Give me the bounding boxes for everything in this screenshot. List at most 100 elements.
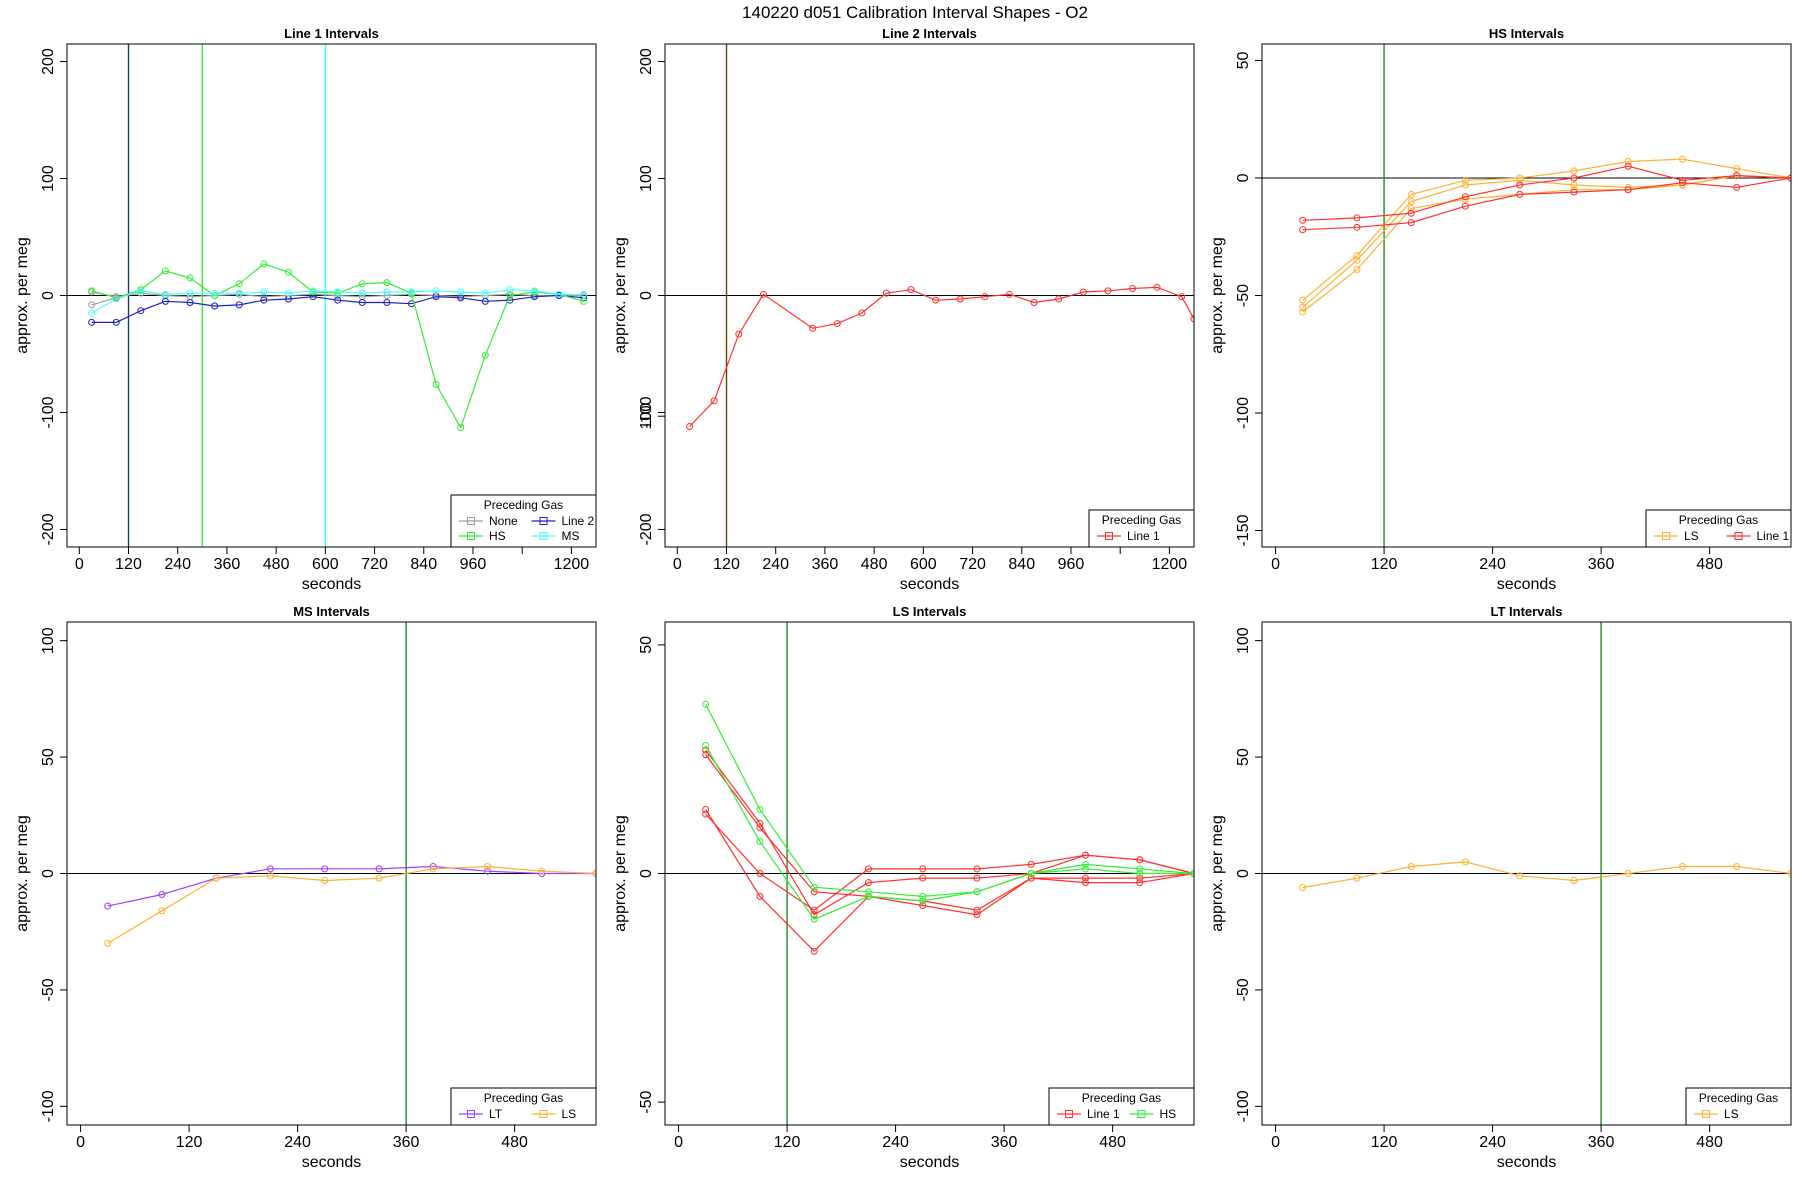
data-point (1081, 874, 1089, 882)
data-point (981, 293, 989, 301)
x-tick-label: 0 (673, 556, 682, 573)
data-point (235, 301, 243, 309)
data-point (756, 824, 764, 832)
y-tick-label: -50 (1235, 284, 1252, 307)
data-point (375, 874, 383, 882)
data-point (1407, 219, 1415, 227)
series-line (1302, 177, 1791, 231)
data-point (211, 289, 219, 297)
legend-title: Preceding Gas (1082, 1091, 1161, 1105)
data-point (555, 290, 563, 298)
legend: Preceding Gas LT LS (450, 1087, 597, 1126)
data-point (429, 865, 437, 873)
data-point (481, 297, 489, 305)
data-point (686, 423, 694, 431)
data-point (756, 892, 764, 900)
data-point (1570, 186, 1578, 194)
y-tick-label: -50 (1235, 978, 1252, 1001)
panel-title: Line 2 Intervals (882, 26, 977, 41)
data-point (1128, 284, 1136, 292)
data-point (1516, 181, 1524, 189)
data-point (973, 888, 981, 896)
data-point (810, 883, 818, 891)
data-point (973, 906, 981, 914)
x-axis-label: seconds (302, 1154, 362, 1171)
data-point (1407, 205, 1415, 213)
x-tick-label: 600 (910, 556, 937, 573)
data-point (756, 870, 764, 877)
data-point (919, 902, 927, 910)
data-point (538, 867, 546, 875)
x-tick-label: 360 (812, 556, 839, 573)
x-tick-label: 0 (1271, 1134, 1280, 1151)
y-tick-label: -200 (40, 513, 57, 545)
data-point (158, 907, 166, 915)
y-axis-label: approx. per meg (14, 237, 31, 354)
data-point (973, 874, 981, 882)
x-tick-label: 720 (959, 556, 986, 573)
legend-marker (539, 517, 548, 525)
legend-marker (539, 1110, 548, 1118)
panel-1: Line 1 Intervals 0 120 240 360 480 600 720 840 96… (14, 26, 597, 593)
data-point (1353, 256, 1361, 264)
data-point (538, 870, 546, 877)
y-tick-label: -50 (40, 978, 57, 1001)
panel-3: HS Intervals 0 120 240 360 480 seconds -150 -100… (1209, 26, 1792, 593)
x-tick-label: 120 (1371, 1134, 1398, 1151)
data-point (407, 288, 415, 296)
data-point (88, 301, 96, 309)
data-point (864, 865, 872, 873)
data-point (932, 296, 940, 304)
y-tick-label: 100 (638, 403, 655, 430)
x-tick-label: 480 (263, 556, 290, 573)
data-point (1624, 186, 1632, 194)
data-point (506, 286, 514, 294)
legend-marker (467, 517, 475, 525)
x-tick-label: 240 (164, 556, 191, 573)
legend-entry: LS (1724, 1107, 1739, 1121)
data-point (864, 892, 872, 900)
data-point (1136, 874, 1144, 882)
legend-entry: LT (489, 1107, 503, 1121)
data-point (161, 290, 169, 298)
data-point (88, 318, 96, 326)
series-line (1302, 158, 1791, 301)
data-point (1570, 876, 1578, 884)
data-point (1678, 181, 1686, 189)
data-point (1461, 176, 1469, 184)
data-point (1190, 870, 1194, 877)
data-point (1030, 299, 1038, 307)
x-tick-label: 120 (1371, 556, 1398, 573)
x-tick-label: 120 (713, 556, 740, 573)
data-point (882, 289, 890, 297)
legend-box (1685, 1087, 1792, 1126)
series-line (91, 289, 584, 314)
x-tick-label: 120 (176, 1134, 203, 1151)
x-tick-label: 1200 (1152, 556, 1188, 573)
data-point (481, 289, 489, 297)
data-point (88, 287, 96, 295)
data-point (137, 287, 145, 295)
legend-entry: HS (1160, 1107, 1177, 1121)
legend-marker (1734, 532, 1743, 540)
data-point (1407, 863, 1415, 871)
series-line (91, 291, 584, 298)
legend-entry: LS (562, 1107, 577, 1121)
legend-title: Preceding Gas (484, 1091, 563, 1105)
data-point (1027, 860, 1035, 868)
legend-box (1645, 509, 1792, 548)
legend-entry: Line 1 (1127, 529, 1160, 543)
y-tick-label: -100 (40, 396, 57, 428)
data-point (457, 288, 465, 296)
legend-entry: Line 1 (1087, 1107, 1120, 1121)
data-point (1516, 190, 1524, 198)
data-point (1027, 870, 1035, 877)
panel-title: MS Intervals (293, 604, 370, 619)
data-point (186, 289, 194, 297)
data-point (1624, 158, 1632, 166)
data-point (1136, 865, 1144, 873)
series-line (1302, 174, 1791, 313)
series-line (107, 865, 596, 944)
panel-6: LT Intervals 0 120 240 360 480 seconds -100 -50 0… (1209, 604, 1792, 1171)
x-tick-label: 720 (361, 556, 388, 573)
